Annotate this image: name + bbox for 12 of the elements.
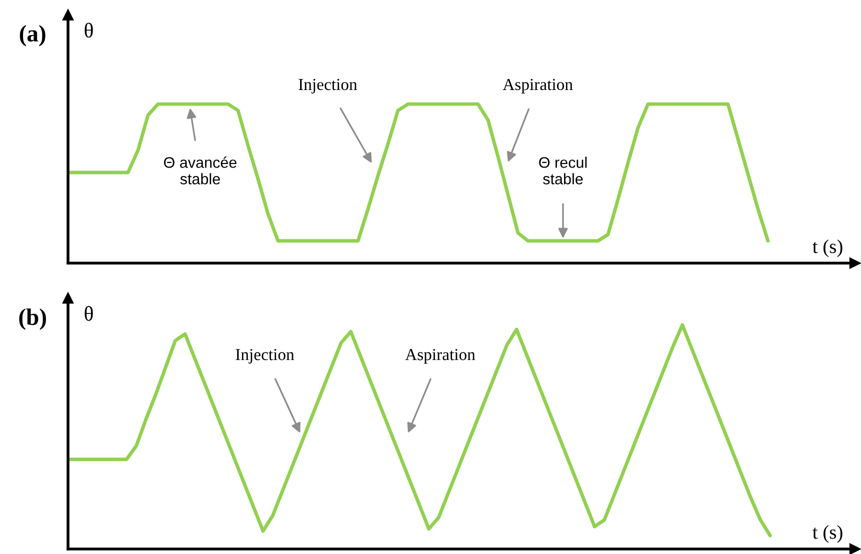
chart-title: (a) <box>20 24 46 46</box>
annotation: Injection <box>236 348 294 364</box>
annotation: Θ recul stable <box>539 156 587 184</box>
chart-title: (b) <box>19 308 46 330</box>
y-axis-title: θ <box>84 306 93 321</box>
text: Aspiration <box>502 78 573 94</box>
text: Injection <box>298 78 358 94</box>
annotation: Aspiration <box>405 348 476 364</box>
x-axis-title: t (s) <box>812 525 842 543</box>
annotation: Θ avancée stable <box>164 156 236 184</box>
y-axis-title: θ <box>84 22 93 38</box>
x-axis-title: t (s) <box>812 239 842 258</box>
